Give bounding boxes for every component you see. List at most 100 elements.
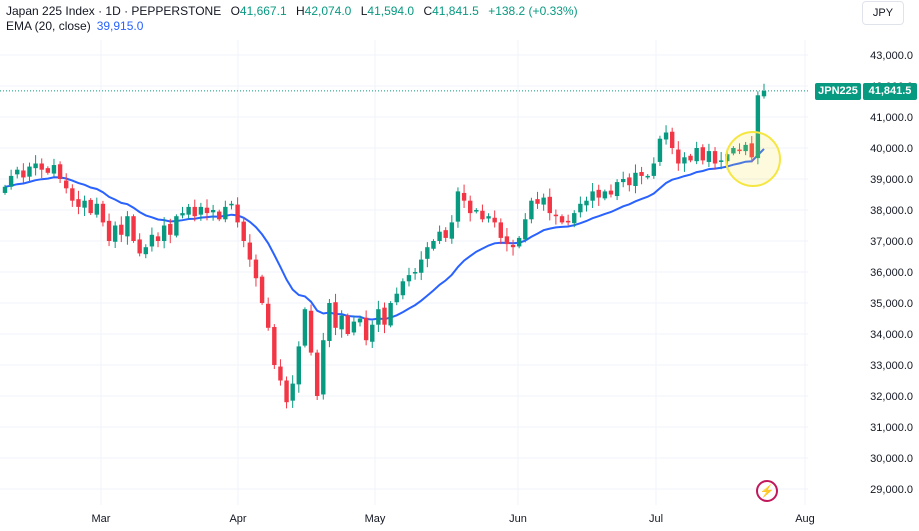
candle-body [523, 219, 528, 240]
candle-body [143, 247, 148, 255]
candle-body [137, 239, 142, 254]
candle-body [547, 196, 552, 214]
candle-body [749, 143, 754, 158]
candle-body [449, 222, 455, 239]
candle-body [8, 175, 14, 187]
y-tick-label: 39,000.0 [870, 174, 913, 186]
candle-body [596, 189, 601, 198]
candle-body [155, 236, 161, 241]
y-tick-label: 36,000.0 [870, 267, 913, 279]
y-tick-label: 43,000.0 [870, 50, 913, 62]
candle-body [15, 169, 20, 175]
candle-body [676, 149, 681, 164]
candle-body [290, 383, 295, 401]
candle-body [33, 163, 38, 169]
candle-body [70, 188, 75, 201]
candle-body [2, 186, 8, 193]
ema-line [4, 148, 765, 321]
candle-body [314, 352, 320, 396]
x-tick-label: Jun [509, 513, 527, 525]
candle-body [149, 234, 155, 247]
candle-body [486, 216, 491, 219]
candle-body [192, 206, 197, 217]
candle-body [284, 380, 289, 403]
candle-body [302, 309, 308, 346]
candle-body [272, 327, 277, 365]
candle-body [204, 207, 210, 214]
symbol-price-badge: JPN225 [815, 83, 861, 100]
candle-body [57, 164, 63, 179]
candle-body [39, 163, 44, 170]
candle-body [296, 346, 302, 385]
candle-body [376, 309, 381, 325]
candle-body [112, 225, 118, 242]
candle-body [688, 155, 693, 161]
lightning-icon[interactable]: ⚡ [756, 480, 778, 502]
candle-body [663, 132, 669, 140]
candle-body [247, 242, 253, 260]
candle-body [370, 324, 375, 342]
ema-label[interactable]: EMA (20, close) [6, 19, 91, 33]
candle-body [633, 172, 638, 186]
open-value: 41,667.1 [239, 4, 287, 18]
candle-body [682, 157, 687, 164]
candle-body [645, 175, 650, 178]
x-axis: Mar Apr May Jun Jul Aug [92, 513, 815, 525]
candle-body [437, 231, 442, 241]
candle-body [131, 216, 136, 241]
x-tick-label: Apr [229, 513, 246, 525]
candle-body [584, 200, 589, 206]
candles [2, 83, 767, 409]
candle-body [614, 182, 620, 197]
ema-line [4, 148, 765, 321]
y-tick-label: 30,000.0 [870, 453, 913, 465]
candle-body [712, 151, 718, 164]
candle-body [27, 166, 32, 177]
candle-body [217, 211, 222, 220]
candle-body [308, 310, 314, 353]
y-tick-label: 29,000.0 [870, 484, 913, 496]
candle-body [541, 197, 546, 205]
low-value: 41,594.0 [367, 4, 415, 18]
currency-selector[interactable]: JPY [862, 1, 904, 25]
low-label: L [360, 4, 368, 18]
candle-body [333, 302, 338, 328]
y-tick-label: 31,000.0 [870, 422, 913, 434]
y-axis: 29,000.0 30,000.0 31,000.0 32,000.0 33,000.0… [870, 50, 913, 496]
candle-body [498, 222, 503, 238]
x-tick-label: Jul [649, 513, 663, 525]
candle-body [345, 315, 350, 334]
candle-body [235, 204, 240, 223]
candle-body [119, 224, 124, 235]
candle-body [621, 179, 626, 183]
candle-body [480, 210, 485, 220]
candle-body [627, 177, 632, 186]
candle-body [400, 281, 406, 296]
candle-body [578, 203, 583, 213]
y-tick-label: 38,000.0 [870, 205, 913, 217]
ema-value: 39,915.0 [96, 19, 144, 33]
candle-body [278, 366, 283, 381]
candle-body [431, 241, 436, 249]
chart-legend: Japan 225 Index · 1D · PEPPERSTONE O41,6… [6, 4, 578, 34]
candle-body [210, 210, 216, 213]
candle-body [572, 213, 577, 224]
candle-body [321, 340, 326, 395]
candle-body [161, 225, 167, 241]
candle-body [669, 131, 675, 148]
candle-body [443, 230, 448, 238]
candle-body [406, 275, 412, 282]
candle-body [339, 315, 344, 330]
symbol-title[interactable]: Japan 225 Index · 1D · PEPPERSTONE [6, 4, 222, 18]
candle-body [327, 303, 332, 341]
candle-body [492, 217, 497, 223]
open-label: O [230, 4, 240, 18]
candle-body [253, 259, 259, 279]
candle-body [241, 221, 246, 241]
highlight-circle [725, 131, 781, 187]
candle-body [725, 154, 730, 162]
x-tick-label: May [365, 513, 386, 525]
candle-body [363, 317, 369, 341]
last-price-badge: 41,841.5 [863, 83, 917, 100]
